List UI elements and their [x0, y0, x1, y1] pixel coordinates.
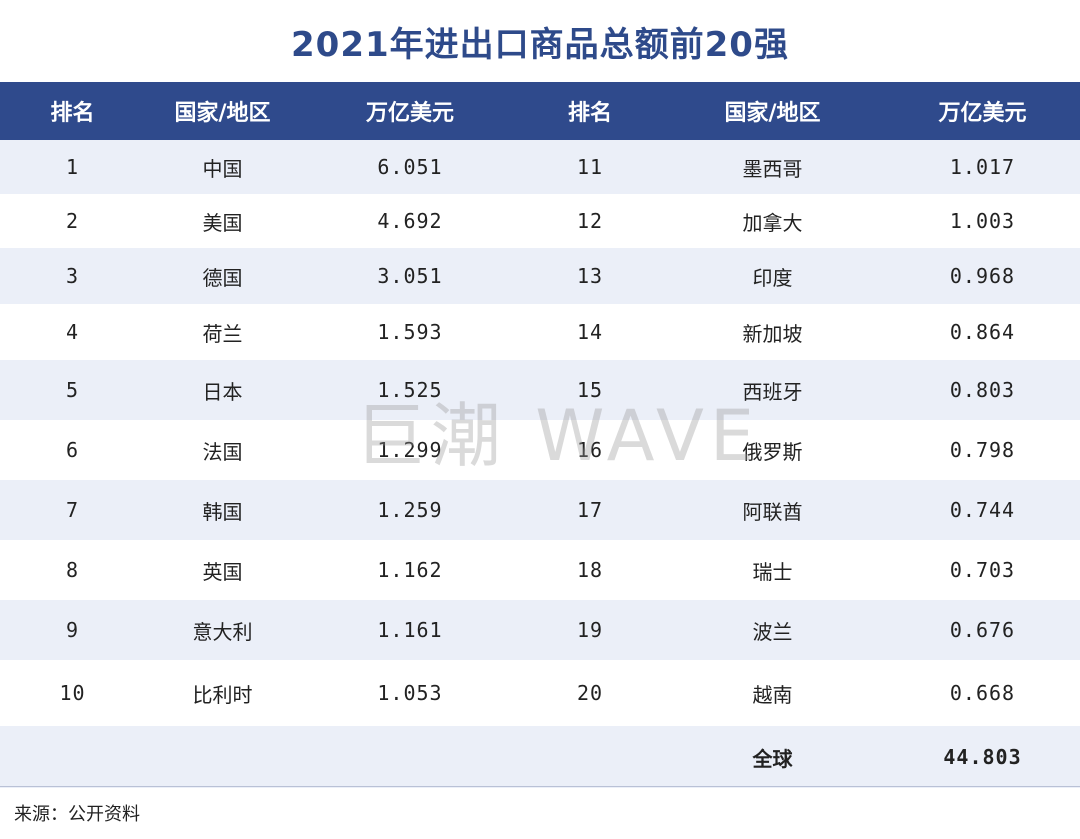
country-left: 美国: [202, 210, 243, 235]
value-left: 1.161: [377, 618, 443, 642]
country-right: 阿联酋: [742, 499, 803, 524]
value-left: 1.053: [377, 681, 443, 705]
table-row: 2 美国 4.692 12 加拿大 1.003: [0, 194, 1080, 248]
country-left: 意大利: [192, 619, 253, 644]
country-right: 瑞士: [752, 559, 793, 584]
rank-right: 12: [576, 209, 604, 233]
table-row: 9 意大利 1.161 19 波兰 0.676: [0, 600, 1080, 660]
rank-left: 2: [65, 209, 80, 233]
value-left: 6.051: [377, 155, 443, 179]
country-left: 比利时: [192, 682, 253, 707]
rank-left: 3: [65, 264, 80, 288]
country-right: 波兰: [752, 619, 793, 644]
table-header: 排名 国家/地区 万亿美元 排名 国家/地区 万亿美元: [0, 82, 1080, 140]
rank-right: 16: [576, 438, 604, 462]
value-left: 3.051: [377, 264, 443, 288]
value-right: 1.003: [949, 209, 1016, 233]
country-right: 越南: [752, 682, 793, 707]
header-value-left: 万亿美元: [365, 101, 454, 126]
header-value-right: 万亿美元: [938, 101, 1027, 126]
table-row: 1 中国 6.051 11 墨西哥 1.017: [0, 140, 1080, 194]
country-left: 中国: [202, 156, 243, 181]
value-right: 0.798: [949, 438, 1016, 462]
rank-right: 20: [576, 681, 604, 705]
rank-right: 19: [576, 618, 604, 642]
table-row: 4 荷兰 1.593 14 新加坡 0.864: [0, 304, 1080, 360]
table-body: 1 中国 6.051 11 墨西哥 1.017 2 美国 4.692 12 加拿大 1.003 3 德国 3…: [0, 140, 1080, 726]
value-left: 4.692: [377, 209, 443, 233]
country-right: 印度: [752, 265, 793, 290]
page-title: 2021年进出口商品总额前20强: [291, 24, 789, 65]
value-right: 0.676: [949, 618, 1016, 642]
rank-right: 15: [576, 378, 604, 402]
value-right: 0.803: [949, 378, 1016, 402]
rank-right: 13: [576, 264, 604, 288]
country-right: 加拿大: [742, 210, 803, 235]
rank-left: 10: [59, 681, 86, 705]
value-right: 1.017: [949, 155, 1016, 179]
value-right: 0.968: [949, 264, 1016, 288]
ranking-table: 排名 国家/地区 万亿美元 排名 国家/地区 万亿美元 1 中国 6.051 11 墨西…: [0, 82, 1080, 788]
country-right: 墨西哥: [742, 156, 803, 181]
total-row: 全球 44.803: [0, 726, 1080, 788]
country-right: 俄罗斯: [742, 439, 803, 464]
table-row: 8 英国 1.162 18 瑞士 0.703: [0, 540, 1080, 600]
country-left: 日本: [202, 379, 243, 404]
value-left: 1.525: [377, 378, 443, 402]
rank-left: 8: [65, 558, 80, 582]
value-right: 0.864: [949, 320, 1016, 344]
divider: [0, 786, 1080, 787]
table-row: 10 比利时 1.053 20 越南 0.668: [0, 660, 1080, 726]
header-country-right: 国家/地区: [724, 101, 821, 126]
rank-right: 18: [576, 558, 604, 582]
rank-right: 17: [576, 498, 604, 522]
table-row: 5 日本 1.525 15 西班牙 0.803: [0, 360, 1080, 420]
value-left: 1.299: [377, 438, 443, 462]
rank-right: 14: [576, 320, 604, 344]
header-rank-left: 排名: [50, 101, 95, 126]
header-country-left: 国家/地区: [174, 101, 271, 126]
value-left: 1.162: [377, 558, 443, 582]
country-left: 德国: [202, 265, 243, 290]
value-left: 1.593: [377, 320, 443, 344]
rank-left: 6: [65, 438, 80, 462]
rank-left: 1: [65, 155, 80, 179]
header-rank-right: 排名: [567, 101, 612, 126]
country-right: 西班牙: [742, 379, 803, 404]
country-left: 荷兰: [202, 321, 243, 346]
country-left: 法国: [202, 439, 243, 464]
country-left: 英国: [202, 559, 243, 584]
value-right: 0.744: [949, 498, 1016, 522]
total-label: 全球: [752, 746, 793, 771]
country-left: 韩国: [202, 499, 243, 524]
rank-right: 11: [576, 155, 604, 179]
country-right: 新加坡: [742, 321, 803, 346]
value-right: 0.703: [949, 558, 1016, 582]
table-row: 7 韩国 1.259 17 阿联酋 0.744: [0, 480, 1080, 540]
rank-left: 4: [65, 320, 80, 344]
rank-left: 5: [65, 378, 80, 402]
total-value: 44.803: [943, 745, 1022, 769]
table-row: 6 法国 1.299 16 俄罗斯 0.798: [0, 420, 1080, 480]
table-row: 3 德国 3.051 13 印度 0.968: [0, 248, 1080, 304]
value-left: 1.259: [377, 498, 443, 522]
value-right: 0.668: [949, 681, 1016, 705]
source-note: 来源：公开资料: [14, 804, 140, 825]
rank-left: 9: [65, 618, 80, 642]
rank-left: 7: [65, 498, 80, 522]
